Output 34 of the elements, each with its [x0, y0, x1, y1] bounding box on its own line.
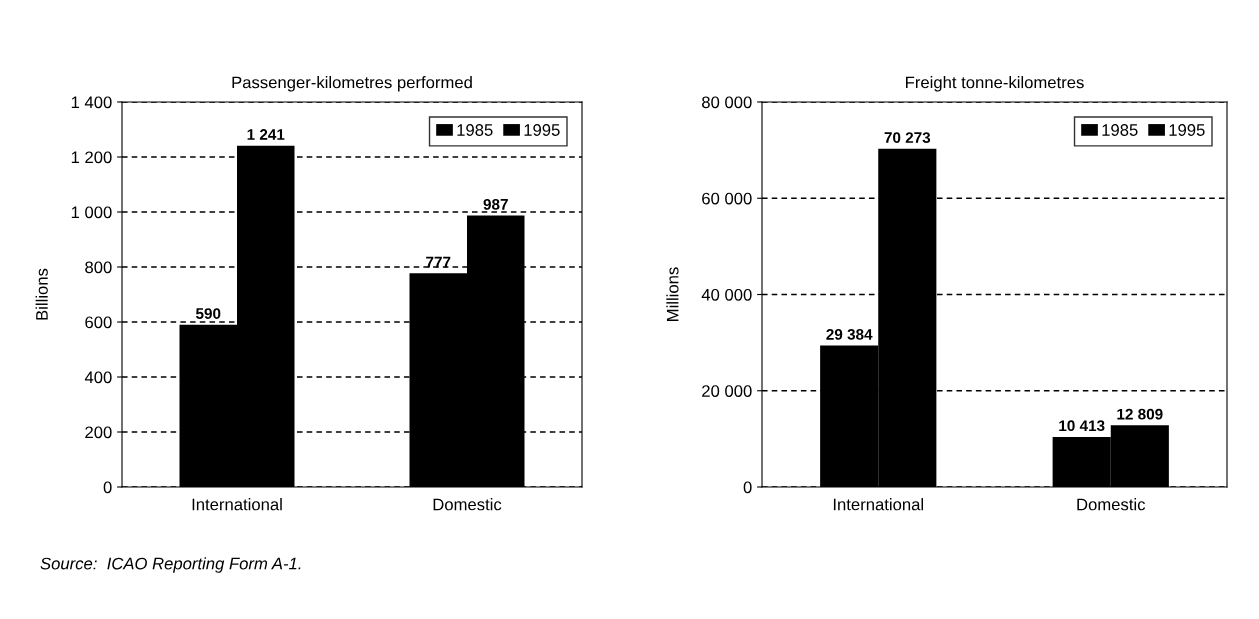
source-note: Source: ICAO Reporting Form A-1.: [40, 557, 301, 573]
x-tick-label: International: [192, 498, 282, 511]
x-tick-label: International: [833, 498, 924, 511]
data-label: 1 241: [247, 129, 285, 140]
data-label: 590: [195, 308, 221, 319]
y-tick-label: 200: [85, 426, 112, 439]
data-label: 29 384: [826, 328, 873, 340]
y-tick-label: 20 000: [702, 385, 752, 397]
y-tick-label: 1 400: [71, 96, 112, 109]
data-label: 70 273: [884, 132, 931, 144]
y-tick-label: 600: [85, 316, 112, 329]
y-tick-label: 1 000: [71, 206, 112, 219]
data-label: 10 413: [1059, 420, 1105, 432]
y-tick-label: 40 000: [701, 288, 752, 301]
chart-title: Freight tonne-kilometres: [906, 76, 1084, 92]
data-label: 777: [426, 256, 451, 268]
data-label: 987: [483, 198, 508, 210]
x-tick-label: Domestic: [433, 498, 502, 511]
legend-label: 1985: [457, 124, 493, 136]
data-label: 12 809: [1117, 408, 1163, 420]
y-tick-label: 0: [743, 481, 752, 494]
y-tick-label: 1 200: [71, 151, 112, 164]
legend-label: 1985: [1102, 124, 1138, 136]
y-axis-title: Millions: [666, 267, 679, 321]
legend-label: 1995: [1169, 124, 1205, 136]
y-tick-label: 0: [103, 481, 112, 494]
legend-label: 1995: [524, 124, 560, 136]
y-tick-label: 80 000: [702, 96, 752, 109]
y-tick-label: 60 000: [702, 192, 752, 205]
chart-title: Passenger-kilometres performed: [232, 76, 472, 92]
y-tick-label: 800: [85, 261, 112, 274]
y-tick-label: 400: [84, 371, 112, 384]
y-axis-title: Billions: [35, 268, 48, 320]
x-tick-label: Domestic: [1077, 498, 1146, 511]
